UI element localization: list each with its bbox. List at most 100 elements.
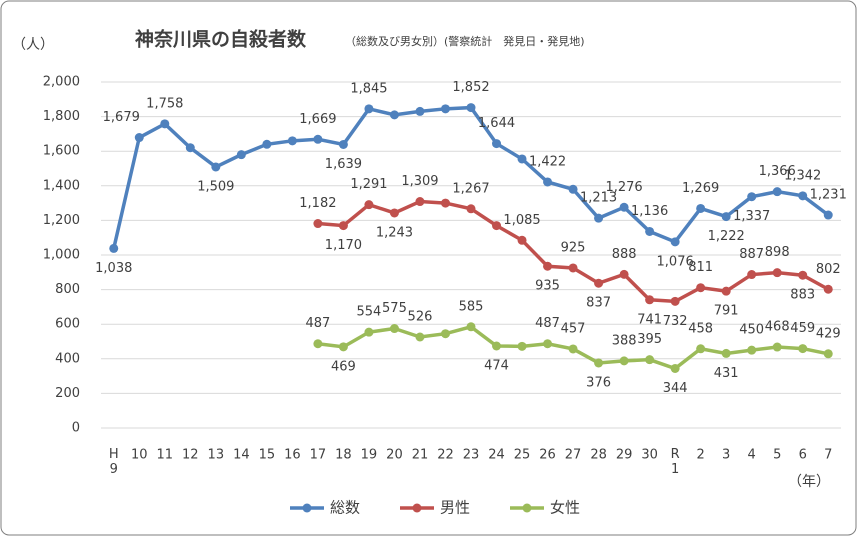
data-point xyxy=(211,162,221,172)
data-label: 1,852 xyxy=(452,80,489,95)
data-point xyxy=(517,341,527,351)
data-label: 791 xyxy=(714,304,739,319)
data-point xyxy=(415,197,425,207)
chart-subtitle: （総数及び男女別）(警察統計 発見日・発見地) xyxy=(345,34,585,48)
data-label: 1,038 xyxy=(95,261,132,276)
data-point xyxy=(364,200,374,210)
data-point xyxy=(543,339,553,349)
data-label: 1,337 xyxy=(733,209,770,224)
data-point xyxy=(568,344,578,354)
data-label: 468 xyxy=(765,320,790,335)
x-tick-label: 22 xyxy=(437,448,454,463)
data-point xyxy=(236,150,246,160)
y-tick-label: 1,400 xyxy=(43,178,80,193)
data-point xyxy=(747,345,757,355)
data-point xyxy=(594,213,604,223)
data-point xyxy=(415,332,425,342)
data-label: 732 xyxy=(663,314,688,329)
x-tick-label: 4 xyxy=(748,448,756,463)
data-point xyxy=(721,286,731,296)
data-label: 429 xyxy=(816,326,841,341)
y-axis-label: （人） xyxy=(12,37,54,53)
data-point xyxy=(619,269,629,279)
data-point xyxy=(338,342,348,352)
data-point xyxy=(466,204,476,214)
data-label: 1,366 xyxy=(759,164,796,179)
data-label: 1,213 xyxy=(580,191,617,206)
data-label: 898 xyxy=(765,245,790,260)
x-tick-label: 6 xyxy=(799,448,807,463)
y-tick-label: 1,200 xyxy=(43,213,80,228)
x-tick-label: 28 xyxy=(590,448,607,463)
data-label: 458 xyxy=(688,321,713,336)
data-point xyxy=(389,324,399,334)
data-label: 1,509 xyxy=(197,179,234,194)
y-tick-label: 600 xyxy=(55,317,80,332)
data-label: 344 xyxy=(663,381,688,396)
x-tick-label: 11 xyxy=(157,448,174,463)
legend-marker xyxy=(412,503,422,513)
data-label: 883 xyxy=(790,288,815,303)
data-point xyxy=(823,210,833,220)
data-point xyxy=(389,110,399,120)
x-tick-label: 2 xyxy=(697,448,705,463)
x-tick-label: 5 xyxy=(773,448,781,463)
legend-marker xyxy=(522,503,532,513)
data-point xyxy=(645,295,655,305)
data-point xyxy=(670,237,680,247)
data-point xyxy=(798,191,808,201)
data-point xyxy=(823,349,833,359)
data-point xyxy=(568,263,578,273)
x-tick-label: 18 xyxy=(335,448,352,463)
data-point xyxy=(568,184,578,194)
data-label: 1,276 xyxy=(605,180,642,195)
data-label: 1,291 xyxy=(350,177,387,192)
y-tick-label: 0 xyxy=(72,421,80,436)
data-label: 1,639 xyxy=(325,157,362,172)
data-point xyxy=(364,104,374,114)
data-label: 1,644 xyxy=(478,116,515,131)
data-point xyxy=(645,355,655,365)
data-label: 1,231 xyxy=(810,188,847,203)
y-tick-label: 200 xyxy=(55,386,80,401)
data-label: 1,222 xyxy=(708,229,745,244)
x-tick-label: 7 xyxy=(824,448,832,463)
data-label: 1,758 xyxy=(146,96,183,111)
data-point xyxy=(389,208,399,218)
data-point xyxy=(517,154,527,164)
data-point xyxy=(619,202,629,212)
data-point xyxy=(338,139,348,149)
data-point xyxy=(492,221,502,231)
data-label: 888 xyxy=(612,247,637,262)
data-label: 925 xyxy=(561,240,586,255)
data-label: 376 xyxy=(586,375,611,390)
data-point xyxy=(338,221,348,231)
x-tick-label: 20 xyxy=(386,448,403,463)
x-tick-label: 23 xyxy=(463,448,480,463)
x-tick-label: 10 xyxy=(131,448,148,463)
data-point xyxy=(823,284,833,294)
legend-label: 女性 xyxy=(550,499,580,517)
y-tick-label: 2,000 xyxy=(43,75,80,90)
x-tick-label: 21 xyxy=(412,448,429,463)
x-tick-label: 16 xyxy=(284,448,301,463)
legend-label: 総数 xyxy=(330,499,360,517)
data-point xyxy=(543,261,553,271)
data-point xyxy=(313,339,323,349)
data-label: 741 xyxy=(637,312,662,327)
x-tick-label: 25 xyxy=(514,448,531,463)
data-point xyxy=(594,358,604,368)
data-point xyxy=(543,177,553,187)
data-point xyxy=(594,278,604,288)
data-label: 1,076 xyxy=(657,254,694,269)
data-label: 1,243 xyxy=(376,225,413,240)
x-tick-label: 29 xyxy=(616,448,633,463)
data-point xyxy=(696,283,706,293)
x-tick-label: 19 xyxy=(361,448,378,463)
y-tick-label: 1,800 xyxy=(43,109,80,124)
data-point xyxy=(440,198,450,208)
data-point xyxy=(619,356,629,366)
data-point xyxy=(262,139,272,149)
data-label: 1,679 xyxy=(103,110,140,125)
